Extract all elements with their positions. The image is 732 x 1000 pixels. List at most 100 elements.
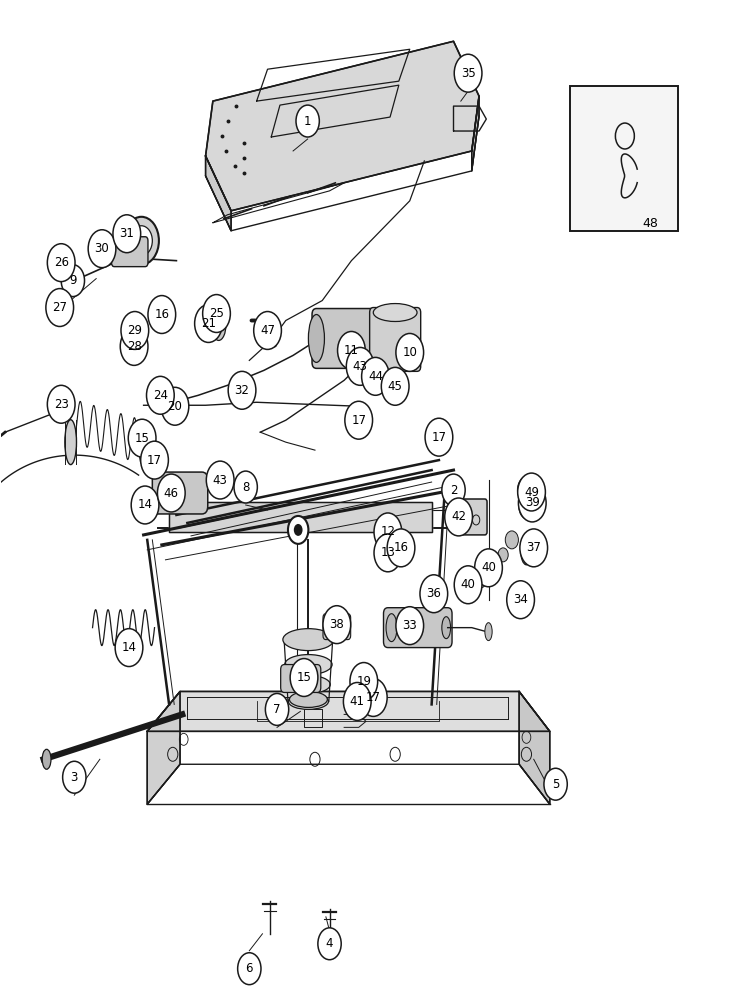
Circle shape	[48, 385, 75, 423]
Circle shape	[61, 265, 84, 297]
Ellipse shape	[520, 535, 532, 565]
Polygon shape	[147, 691, 180, 804]
Circle shape	[53, 253, 70, 277]
Text: 40: 40	[481, 561, 496, 574]
Polygon shape	[147, 691, 550, 731]
Ellipse shape	[157, 304, 169, 329]
Text: 31: 31	[119, 227, 134, 240]
Circle shape	[387, 529, 415, 567]
Text: 23: 23	[53, 398, 69, 411]
Text: 33: 33	[403, 619, 417, 632]
Circle shape	[359, 679, 387, 716]
Circle shape	[88, 230, 116, 268]
Text: 24: 24	[153, 389, 168, 402]
Circle shape	[128, 341, 141, 359]
Ellipse shape	[386, 614, 397, 642]
Circle shape	[518, 476, 538, 504]
Ellipse shape	[283, 629, 334, 651]
Circle shape	[353, 356, 365, 372]
Text: 32: 32	[234, 384, 250, 397]
Text: 46: 46	[164, 487, 179, 500]
Text: 20: 20	[168, 400, 182, 413]
Circle shape	[141, 441, 168, 479]
Circle shape	[48, 244, 75, 282]
Circle shape	[350, 663, 378, 700]
Circle shape	[113, 215, 141, 253]
Text: 1: 1	[304, 115, 311, 128]
Text: 43: 43	[213, 474, 228, 487]
Circle shape	[290, 659, 318, 696]
Circle shape	[374, 513, 402, 551]
Circle shape	[425, 418, 453, 456]
Text: 36: 36	[426, 587, 441, 600]
Circle shape	[288, 516, 308, 544]
Circle shape	[396, 607, 424, 645]
Circle shape	[519, 495, 537, 519]
Circle shape	[544, 768, 567, 800]
Text: 34: 34	[513, 593, 528, 606]
Text: 13: 13	[381, 546, 395, 559]
Polygon shape	[471, 96, 479, 171]
Text: 17: 17	[366, 691, 381, 704]
Text: 14: 14	[122, 641, 136, 654]
Circle shape	[442, 474, 465, 506]
Text: 29: 29	[127, 324, 142, 337]
Circle shape	[154, 387, 166, 403]
Text: 6: 6	[245, 962, 253, 975]
Circle shape	[362, 357, 389, 395]
Circle shape	[518, 473, 545, 511]
Circle shape	[46, 289, 74, 326]
Text: 48: 48	[643, 217, 658, 230]
Text: 2: 2	[449, 484, 458, 497]
Circle shape	[350, 354, 365, 374]
Circle shape	[161, 387, 189, 425]
Text: 21: 21	[201, 317, 216, 330]
Ellipse shape	[485, 623, 492, 641]
Circle shape	[455, 566, 482, 604]
Circle shape	[131, 486, 159, 524]
Circle shape	[346, 347, 374, 385]
Text: 26: 26	[53, 256, 69, 269]
Text: 30: 30	[94, 242, 109, 255]
Ellipse shape	[373, 304, 417, 321]
Circle shape	[364, 356, 376, 372]
FancyBboxPatch shape	[312, 309, 408, 368]
Text: 28: 28	[127, 340, 141, 353]
Text: 14: 14	[138, 498, 152, 511]
Text: 10: 10	[403, 346, 417, 359]
FancyBboxPatch shape	[384, 608, 452, 648]
Polygon shape	[519, 691, 550, 804]
Text: 42: 42	[451, 510, 466, 523]
Circle shape	[130, 328, 140, 342]
Circle shape	[318, 928, 341, 960]
Circle shape	[337, 331, 365, 369]
Circle shape	[124, 217, 159, 265]
Text: 17: 17	[147, 454, 162, 467]
Text: 39: 39	[525, 496, 539, 509]
Text: 38: 38	[329, 618, 344, 631]
Circle shape	[323, 606, 351, 644]
Circle shape	[266, 693, 288, 725]
Circle shape	[146, 376, 174, 414]
Circle shape	[235, 382, 250, 402]
Circle shape	[148, 296, 176, 333]
Circle shape	[455, 54, 482, 92]
FancyBboxPatch shape	[323, 614, 351, 640]
Circle shape	[195, 305, 223, 342]
FancyBboxPatch shape	[455, 499, 487, 535]
Circle shape	[420, 575, 448, 613]
Text: 41: 41	[350, 695, 365, 708]
Circle shape	[254, 312, 281, 349]
Circle shape	[128, 419, 156, 457]
Circle shape	[115, 629, 143, 667]
Circle shape	[505, 531, 518, 549]
Ellipse shape	[289, 691, 327, 707]
Circle shape	[228, 371, 256, 409]
Text: 44: 44	[368, 370, 383, 383]
Circle shape	[120, 327, 148, 365]
Circle shape	[121, 312, 149, 349]
Ellipse shape	[65, 420, 77, 465]
Circle shape	[396, 333, 424, 371]
Circle shape	[343, 682, 371, 720]
Text: 17: 17	[431, 431, 447, 444]
